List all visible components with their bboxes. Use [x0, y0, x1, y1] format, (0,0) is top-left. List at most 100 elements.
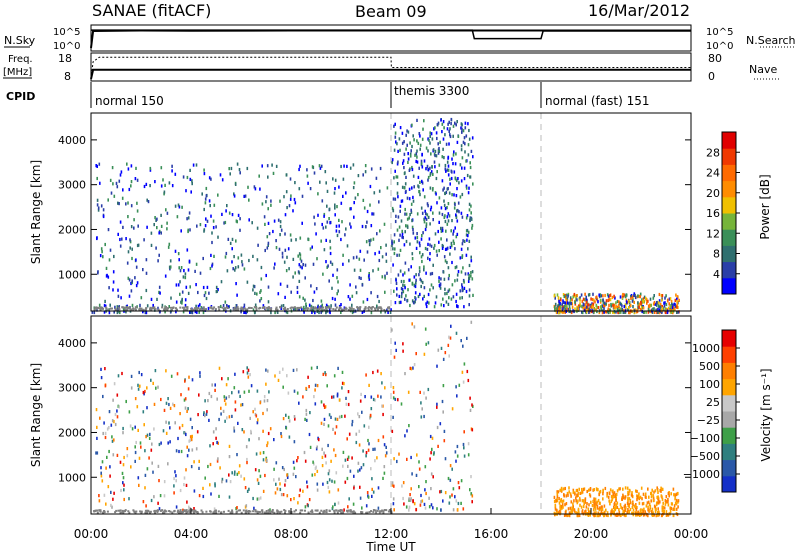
scatter-cell — [651, 488, 653, 492]
scatter-cell — [451, 407, 454, 411]
scatter-cell — [629, 501, 632, 505]
scatter-cell — [372, 212, 375, 216]
scatter-cell — [416, 212, 419, 216]
scatter-cell — [177, 436, 179, 441]
scatter-cell — [672, 487, 675, 491]
scatter-cell — [170, 374, 173, 378]
scatter-cell — [135, 440, 137, 445]
ground-scatter-cell — [188, 511, 191, 514]
scatter-cell — [452, 508, 455, 512]
ground-scatter-cell — [202, 306, 205, 309]
scatter-cell — [355, 440, 358, 445]
scatter-cell — [586, 298, 588, 302]
scatter-cell — [247, 375, 250, 379]
scatter-cell — [187, 291, 190, 295]
scatter-cell — [367, 495, 370, 499]
scatter-cell — [564, 304, 567, 308]
ground-scatter-cell — [292, 306, 295, 309]
scatter-cell — [603, 301, 606, 305]
scatter-cell — [434, 149, 437, 153]
scatter-cell — [596, 506, 599, 510]
scatter-cell — [144, 449, 146, 453]
scatter-cell — [409, 154, 412, 158]
scatter-cell — [96, 198, 99, 202]
scatter-cell — [570, 310, 573, 314]
scatter-cell — [405, 189, 407, 194]
ground-scatter-cell — [248, 306, 251, 309]
scatter-cell — [428, 301, 430, 305]
scatter-cell — [434, 301, 437, 305]
scatter-cell — [467, 143, 470, 147]
scatter-cell — [664, 301, 666, 305]
scatter-cell — [333, 480, 336, 484]
scatter-cell — [664, 499, 667, 503]
scatter-cell — [292, 368, 295, 372]
scatter-cell — [607, 513, 609, 518]
scatter-cell — [406, 429, 408, 433]
scatter-cell — [265, 273, 267, 278]
scatter-cell — [134, 425, 136, 429]
scatter-cell — [443, 304, 445, 308]
scatter-cell — [189, 310, 191, 314]
scatter-cell — [98, 494, 100, 498]
scatter-cell — [258, 174, 260, 178]
scatter-cell — [346, 164, 348, 168]
time-tick-label: 00:00 — [674, 527, 709, 541]
scatter-cell — [279, 487, 282, 492]
scatter-cell — [209, 483, 211, 487]
scatter-cell — [167, 397, 169, 401]
scatter-cell — [203, 411, 205, 415]
scatter-cell — [449, 336, 452, 340]
scatter-cell — [267, 308, 269, 312]
scatter-cell — [248, 389, 250, 393]
scatter-cell — [409, 141, 411, 145]
scatter-cell — [102, 208, 105, 212]
scatter-cell — [316, 445, 318, 449]
scatter-cell — [243, 194, 245, 198]
scatter-cell — [562, 310, 564, 314]
scatter-cell — [651, 507, 654, 511]
ground-scatter-cell — [210, 306, 213, 309]
scatter-cell — [598, 508, 601, 512]
scatter-cell — [377, 486, 380, 490]
scatter-cell — [346, 244, 349, 248]
scatter-cell — [198, 459, 200, 463]
ground-scatter-cell — [140, 511, 143, 514]
scatter-cell — [240, 253, 243, 257]
scatter-cell — [225, 383, 228, 387]
scatter-cell — [321, 222, 323, 227]
scatter-cell — [435, 249, 438, 253]
scatter-cell — [424, 506, 427, 510]
scatter-cell — [190, 438, 193, 442]
scatter-cell — [667, 503, 670, 507]
scatter-cell — [418, 273, 420, 277]
scatter-cell — [675, 293, 677, 297]
scatter-cell — [357, 174, 360, 178]
scatter-cell — [446, 291, 448, 296]
scatter-cell — [429, 457, 431, 461]
scatter-cell — [130, 386, 133, 390]
scatter-cell — [615, 498, 617, 503]
scatter-cell — [451, 283, 454, 287]
scatter-cell — [253, 185, 256, 189]
scatter-cell — [437, 229, 439, 234]
scatter-cell — [467, 153, 470, 157]
scatter-cell — [625, 293, 628, 297]
scatter-cell — [314, 383, 317, 387]
scatter-cell — [403, 284, 406, 288]
scatter-cell — [376, 305, 378, 309]
scatter-cell — [416, 240, 419, 244]
scatter-cell — [280, 432, 282, 436]
scatter-cell — [113, 438, 115, 442]
scatter-cell — [304, 505, 307, 509]
scatter-cell — [104, 304, 107, 308]
scatter-cell — [645, 310, 647, 314]
scatter-cell — [437, 348, 440, 352]
scatter-cell — [673, 493, 676, 497]
scatter-cell — [288, 419, 291, 423]
scatter-cell — [408, 216, 410, 220]
scatter-cell — [220, 406, 222, 410]
scatter-cell — [632, 503, 634, 507]
scatter-cell — [459, 195, 462, 199]
ground-scatter-cell — [376, 308, 379, 311]
